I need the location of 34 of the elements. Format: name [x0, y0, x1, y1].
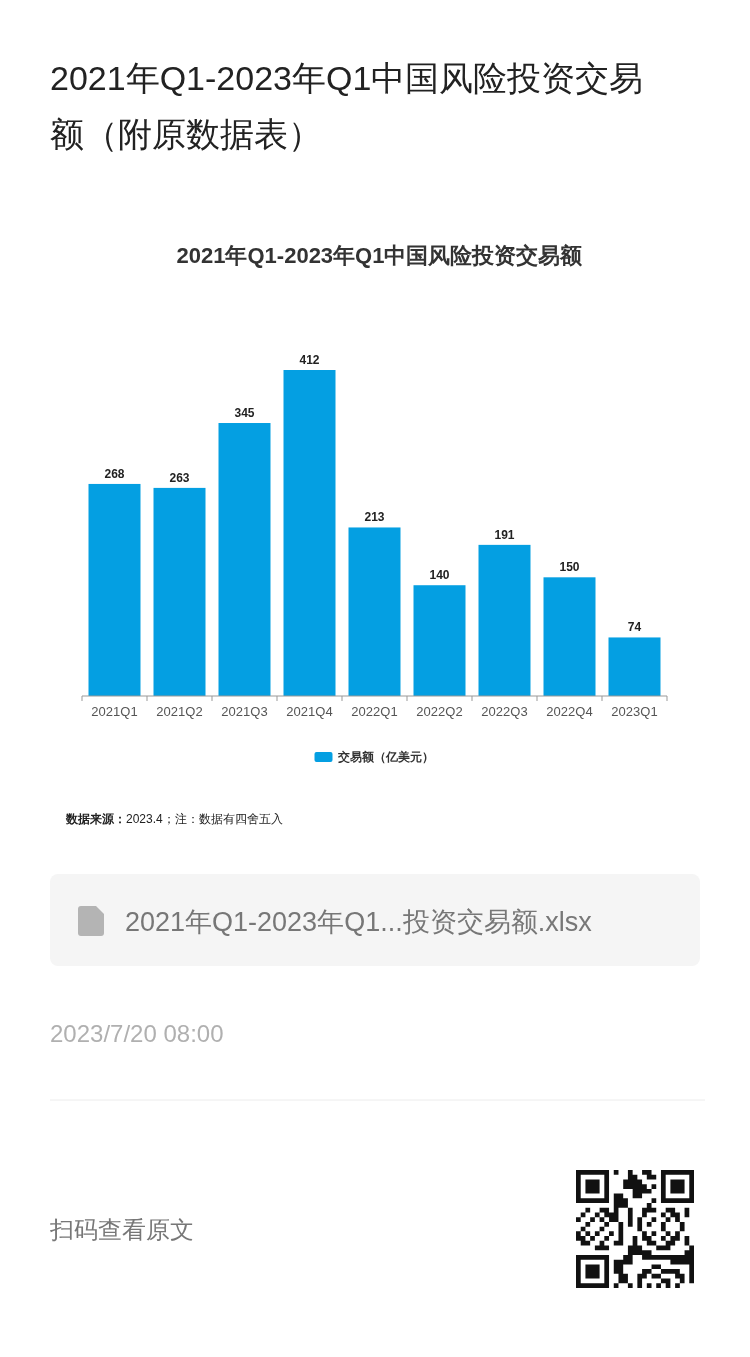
x-tick-label: 2023Q1 [611, 704, 658, 719]
bar [348, 527, 401, 696]
data-label: 345 [234, 406, 255, 421]
text: 2021年Q1-2023年Q1...投资交易额.xlsx [125, 907, 593, 937]
bar [478, 544, 531, 696]
x-tick-label: 2022Q2 [416, 704, 463, 719]
x-tick-label: 2021Q4 [286, 704, 333, 719]
bar [413, 585, 466, 696]
data-label: 74 [627, 620, 642, 635]
bar [153, 487, 206, 696]
text: 扫码查看原文 [49, 1216, 194, 1243]
bar [88, 483, 141, 696]
data-label: 263 [169, 470, 190, 485]
source-note: 数据来源：2023.4；注：数据有四舍五入 [65, 812, 283, 826]
x-tick-label: 2022Q3 [481, 704, 528, 719]
data-label: 268 [104, 466, 125, 481]
bar [283, 370, 336, 696]
data-label: 191 [494, 527, 515, 542]
chart-subtitle: 2021年Q1-2023年Q1中国风险投资交易额 [176, 243, 584, 268]
x-tick-label: 2022Q4 [546, 704, 593, 719]
data-label: 213 [364, 510, 385, 525]
chart-title: 2021年Q1-2023年Q1中国风险投资交易额（附原数据表） [50, 59, 644, 153]
bar [543, 577, 596, 696]
text: 2023/7/20 08:00 [50, 1020, 224, 1047]
data-label: 150 [559, 560, 580, 575]
data-label: 140 [429, 568, 450, 583]
bar [218, 423, 271, 696]
x-tick-label: 2021Q1 [91, 704, 138, 719]
x-tick-label: 2021Q3 [221, 704, 268, 719]
data-label: 412 [299, 353, 320, 367]
bar [608, 637, 661, 696]
legend-label: 交易额（亿美元） [336, 750, 434, 764]
x-tick-label: 2022Q1 [351, 704, 398, 719]
x-tick-label: 2021Q2 [156, 704, 203, 719]
